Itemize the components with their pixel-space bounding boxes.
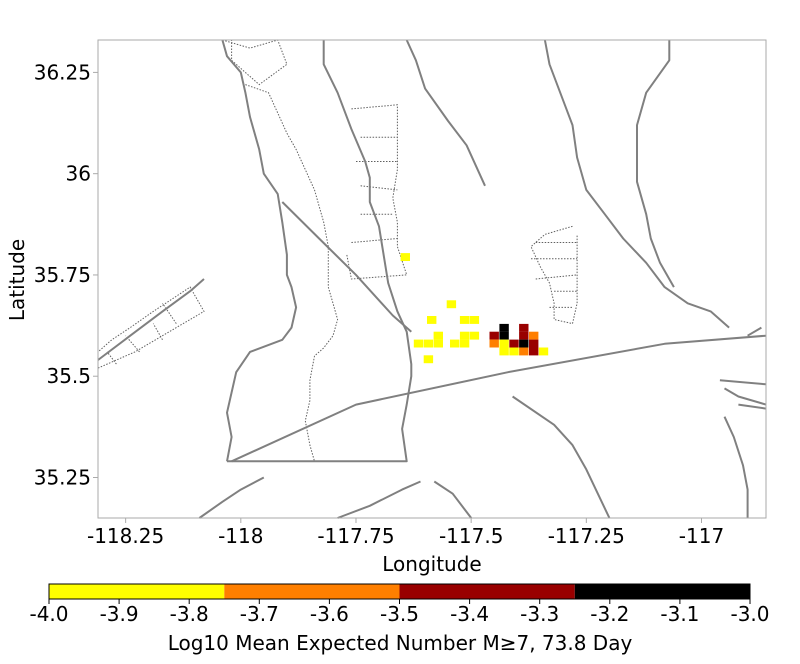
heatmap-cell-16 (433, 339, 443, 348)
heatmap-cell-2 (427, 316, 437, 324)
y-axis-label: Latitude (5, 239, 29, 321)
fault-solid-11 (738, 403, 767, 410)
y-tick-label-4: 36.25 (34, 60, 91, 84)
fault-solid-13 (512, 395, 611, 519)
heatmap-cell-26 (519, 347, 529, 356)
heatmap-cell-15 (423, 339, 434, 348)
heatmap-cell-3 (459, 316, 470, 324)
fault-solid-10 (723, 387, 767, 406)
heatmap-cell-6 (459, 331, 470, 340)
fault-solid-7 (405, 39, 486, 187)
fault-solid-16 (433, 480, 472, 519)
heatmap-cell-5 (433, 331, 443, 340)
x-tick-label-2: -117.75 (317, 524, 394, 548)
fault-dashed-8 (530, 225, 578, 325)
fault-dashed-18 (162, 303, 177, 324)
heatmap-cell-12 (499, 323, 509, 332)
heatmap-cell-13 (519, 323, 529, 332)
fault-solid-5 (543, 39, 730, 329)
colorbar-tick-label-5: -3.5 (380, 602, 419, 626)
colorbar-tick-label-0: -4.0 (29, 602, 68, 626)
heatmap-cell-18 (459, 339, 470, 348)
heatmap-cell-28 (538, 347, 549, 356)
heatmap-cell-7 (469, 331, 480, 340)
fault-solid-15 (337, 480, 421, 519)
y-tick-label-0: 35.25 (34, 466, 91, 490)
colorbar-bin-1 (224, 584, 400, 599)
fault-dashed-11 (535, 274, 578, 280)
fault-solid-1 (227, 40, 413, 463)
heatmap-cell-22 (519, 339, 529, 348)
fault-dashed-15 (106, 351, 117, 365)
x-tick-label-0: -118.25 (87, 524, 164, 548)
x-axis-ticks: -118.25 -118 -117.75 -117.5 -117.25 -117 (87, 518, 724, 548)
fault-solid-2 (281, 201, 412, 333)
colorbar-bin-2 (399, 584, 575, 599)
x-axis-label: Longitude (382, 552, 481, 576)
fault-dashed-5 (360, 185, 398, 191)
heatmap-cell-0 (400, 253, 410, 261)
heatmap-cell-1 (446, 300, 457, 309)
colorbar (49, 584, 751, 599)
fault-solid-14 (198, 476, 265, 519)
fault-dashed-17 (152, 323, 163, 341)
colorbar-tick-label-6: -3.4 (450, 602, 489, 626)
heatmap-cell-10 (519, 331, 529, 340)
fault-solid-4 (231, 334, 767, 463)
colorbar-tick-label-4: -3.6 (310, 602, 349, 626)
heatmap-cell-27 (529, 347, 539, 356)
fault-dashed-14 (97, 286, 205, 369)
fault-dashed-layer (97, 39, 578, 462)
colorbar-tick-label-2: -3.8 (170, 602, 209, 626)
x-tick-label-1: -118 (218, 524, 263, 548)
fault-solid-8 (747, 326, 762, 337)
heatmap-cell-29 (423, 355, 434, 364)
fault-solid-layer (97, 39, 767, 519)
heatmap-cell-17 (450, 339, 460, 348)
fault-dashed-16 (125, 335, 140, 353)
heatmap-cells-layer (400, 253, 549, 364)
x-tick-label-5: -117 (679, 524, 724, 548)
heatmap-cell-14 (413, 339, 424, 348)
heatmap-cell-24 (499, 347, 509, 356)
colorbar-ticks: -4.0 -3.9 -3.8 -3.7 -3.6 -3.5 -3.4 -3.3 -3.2 -3.1… (29, 599, 770, 626)
fault-solid-9 (719, 379, 767, 386)
heatmap-cell-4 (469, 316, 480, 324)
heatmap-cell-8 (489, 331, 499, 340)
colorbar-tick-label-3: -3.7 (240, 602, 279, 626)
y-axis-ticks: 35.25 35.5 35.75 36 36.25 (34, 60, 98, 490)
y-tick-label-2: 35.75 (34, 263, 91, 287)
colorbar-tick-label-10: -3.0 (730, 602, 769, 626)
y-tick-label-3: 36 (66, 162, 91, 186)
heatmap-cell-11 (529, 331, 539, 340)
colorbar-tick-label-9: -3.1 (660, 602, 699, 626)
y-tick-label-1: 35.5 (46, 364, 91, 388)
heatmap-cell-9 (499, 331, 509, 340)
colorbar-bin-0 (49, 584, 225, 599)
plot-frame (97, 39, 767, 519)
plot-area-background (98, 40, 766, 518)
heatmap-cell-25 (509, 347, 519, 356)
fault-solid-6 (636, 40, 675, 288)
colorbar-label: Log10 Mean Expected Number M≥7, 73.8 Day (168, 631, 633, 655)
heatmap-cell-23 (529, 339, 539, 348)
colorbar-tick-label-8: -3.2 (590, 602, 629, 626)
colorbar-tick-label-7: -3.3 (520, 602, 559, 626)
fault-solid-12 (723, 416, 749, 518)
heatmap-cell-21 (509, 339, 519, 348)
fault-dashed-1 (245, 84, 339, 462)
fault-solid-0 (221, 39, 298, 462)
fault-dashed-2 (346, 104, 408, 280)
colorbar-bin-3 (574, 584, 751, 599)
colorbar-tick-label-1: -3.9 (100, 602, 139, 626)
heatmap-cell-20 (499, 339, 509, 348)
x-tick-label-4: -117.25 (548, 524, 625, 548)
fault-solid-3 (97, 278, 205, 361)
x-tick-label-3: -117.5 (439, 524, 503, 548)
heatmap-cell-19 (489, 339, 499, 348)
